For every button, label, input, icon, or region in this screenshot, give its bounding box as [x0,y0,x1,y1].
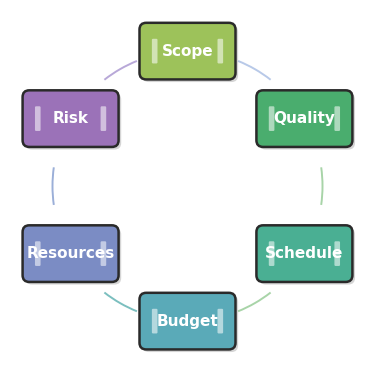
FancyBboxPatch shape [256,90,352,147]
FancyBboxPatch shape [25,93,121,150]
FancyBboxPatch shape [256,225,352,282]
FancyBboxPatch shape [35,241,40,266]
Text: Risk: Risk [53,111,88,126]
FancyBboxPatch shape [140,23,236,79]
FancyBboxPatch shape [334,106,340,131]
FancyBboxPatch shape [22,90,118,147]
FancyBboxPatch shape [35,106,40,131]
FancyBboxPatch shape [259,228,355,285]
FancyBboxPatch shape [142,296,238,352]
FancyBboxPatch shape [269,106,274,131]
FancyBboxPatch shape [100,241,106,266]
FancyBboxPatch shape [269,241,274,266]
Text: Scope: Scope [162,44,213,59]
FancyBboxPatch shape [25,228,121,285]
FancyBboxPatch shape [22,225,118,282]
Text: Quality: Quality [273,111,335,126]
FancyBboxPatch shape [334,241,340,266]
Text: Schedule: Schedule [265,246,344,261]
FancyBboxPatch shape [142,26,238,82]
FancyBboxPatch shape [259,93,355,150]
FancyBboxPatch shape [100,106,106,131]
FancyBboxPatch shape [217,309,223,334]
FancyBboxPatch shape [217,39,223,64]
FancyBboxPatch shape [140,293,236,349]
FancyBboxPatch shape [152,39,157,64]
Text: Resources: Resources [27,246,115,261]
Text: Budget: Budget [157,314,218,329]
FancyBboxPatch shape [152,309,157,334]
